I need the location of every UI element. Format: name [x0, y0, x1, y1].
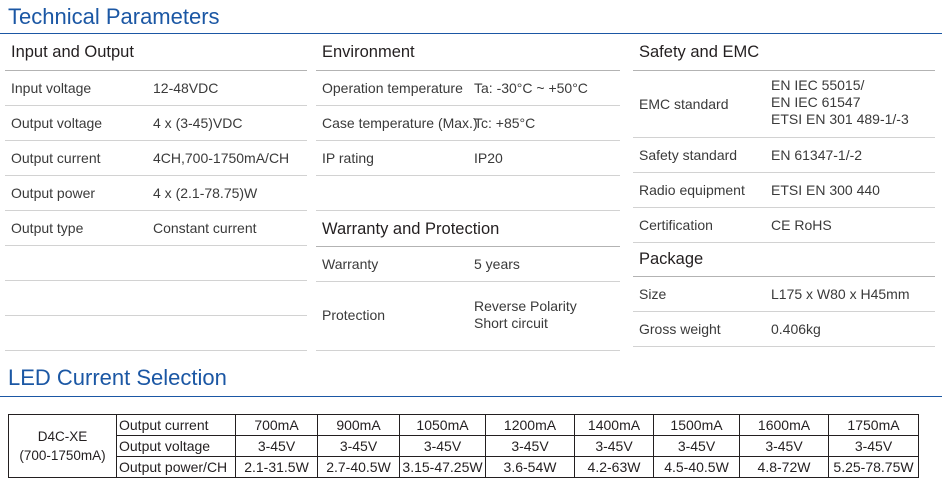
empty-row: [5, 246, 307, 281]
spec-row: IP rating IP20: [316, 141, 620, 176]
spec-row: Case temperature (Max.) Tc: +85°C: [316, 106, 620, 141]
voltage-cell: 3-45V: [235, 435, 318, 457]
power-cell: 2.7-40.5W: [317, 456, 400, 478]
spec-row: Size L175 x W80 x H45mm: [633, 277, 935, 312]
spec-row: Safety standard EN 61347-1/-2: [633, 138, 935, 173]
spec-row: Protection Reverse Polarity Short circui…: [316, 282, 620, 351]
current-cell: 700mA: [235, 414, 318, 436]
spec-row: Certification CE RoHS: [633, 208, 935, 243]
power-cell: 5.25-78.75W: [828, 456, 919, 478]
model-cell: D4C-XE (700-1750mA): [8, 414, 117, 478]
led-current-table: D4C-XE (700-1750mA) Output current 700mA…: [8, 414, 919, 478]
voltage-cell: 3-45V: [485, 435, 575, 457]
value-line: ETSI EN 301 489-1/-3: [771, 111, 909, 127]
current-cell: 1750mA: [828, 414, 919, 436]
page-title: Technical Parameters: [8, 4, 220, 29]
voltage-cell: 3-45V: [739, 435, 829, 457]
safety-emc-section: Safety and EMC EMC standard EN IEC 55015…: [633, 38, 935, 347]
voltage-cell: 3-45V: [317, 435, 400, 457]
empty-row: [5, 316, 307, 351]
empty-row: [5, 281, 307, 316]
power-cell: 4.5-40.5W: [653, 456, 740, 478]
value-line: EN IEC 61547: [771, 94, 861, 110]
value-line: EN IEC 55015/: [771, 77, 865, 93]
led-title-underline: [0, 396, 942, 397]
spec-row: EMC standard EN IEC 55015/ EN IEC 61547 …: [633, 71, 935, 138]
voltage-cell: 3-45V: [653, 435, 740, 457]
section-heading: Safety and EMC: [633, 38, 935, 71]
value-line: Reverse Polarity: [474, 298, 577, 314]
title-underline: [0, 33, 942, 34]
spec-row: Warranty 5 years: [316, 247, 620, 282]
voltage-cell: 3-45V: [828, 435, 919, 457]
led-section-title: LED Current Selection: [8, 365, 227, 390]
voltage-cell: 3-45V: [399, 435, 486, 457]
power-cell: 4.2-63W: [574, 456, 654, 478]
spec-row: Operation temperature Ta: -30°C ~ +50°C: [316, 71, 620, 106]
power-cell: 4.8-72W: [739, 456, 829, 478]
spec-row: Gross weight 0.406kg: [633, 312, 935, 347]
section-heading: Package: [633, 243, 935, 277]
section-heading: Environment: [316, 38, 620, 71]
current-cell: 1050mA: [399, 414, 486, 436]
spec-row: Input voltage 12-48VDC: [5, 71, 307, 106]
section-heading: Input and Output: [5, 38, 307, 71]
voltage-cell: 3-45V: [574, 435, 654, 457]
power-cell: 3.15-47.25W: [399, 456, 486, 478]
empty-row: [316, 176, 620, 211]
table-row: D4C-XE (700-1750mA) Output current 700mA…: [8, 414, 919, 478]
input-output-section: Input and Output Input voltage 12-48VDC O…: [5, 38, 307, 351]
current-cell: 1400mA: [574, 414, 654, 436]
current-cell: 1200mA: [485, 414, 575, 436]
table-row: Output voltage 3-45V 3-45V 3-45V 3-45V 3…: [9, 435, 919, 457]
row-label: Output power/CH: [116, 456, 236, 478]
power-cell: 2.1-31.5W: [235, 456, 318, 478]
current-cell: 1600mA: [739, 414, 829, 436]
spec-row: Output type Constant current: [5, 211, 307, 246]
spec-row: Output current 4CH,700-1750mA/CH: [5, 141, 307, 176]
spec-row: Output voltage 4 x (3-45)VDC: [5, 106, 307, 141]
table-row: Output power/CH 2.1-31.5W 2.7-40.5W 3.15…: [9, 456, 919, 478]
row-label: Output current: [116, 414, 236, 436]
environment-section: Environment Operation temperature Ta: -30…: [316, 38, 620, 351]
value-line: Short circuit: [474, 315, 548, 331]
power-cell: 3.6-54W: [485, 456, 575, 478]
current-cell: 900mA: [317, 414, 400, 436]
current-cell: 1500mA: [653, 414, 740, 436]
spec-row: Output power 4 x (2.1-78.75)W: [5, 176, 307, 211]
section-heading: Warranty and Protection: [316, 211, 620, 247]
row-label: Output voltage: [116, 435, 236, 457]
spec-row: Radio equipment ETSI EN 300 440: [633, 173, 935, 208]
